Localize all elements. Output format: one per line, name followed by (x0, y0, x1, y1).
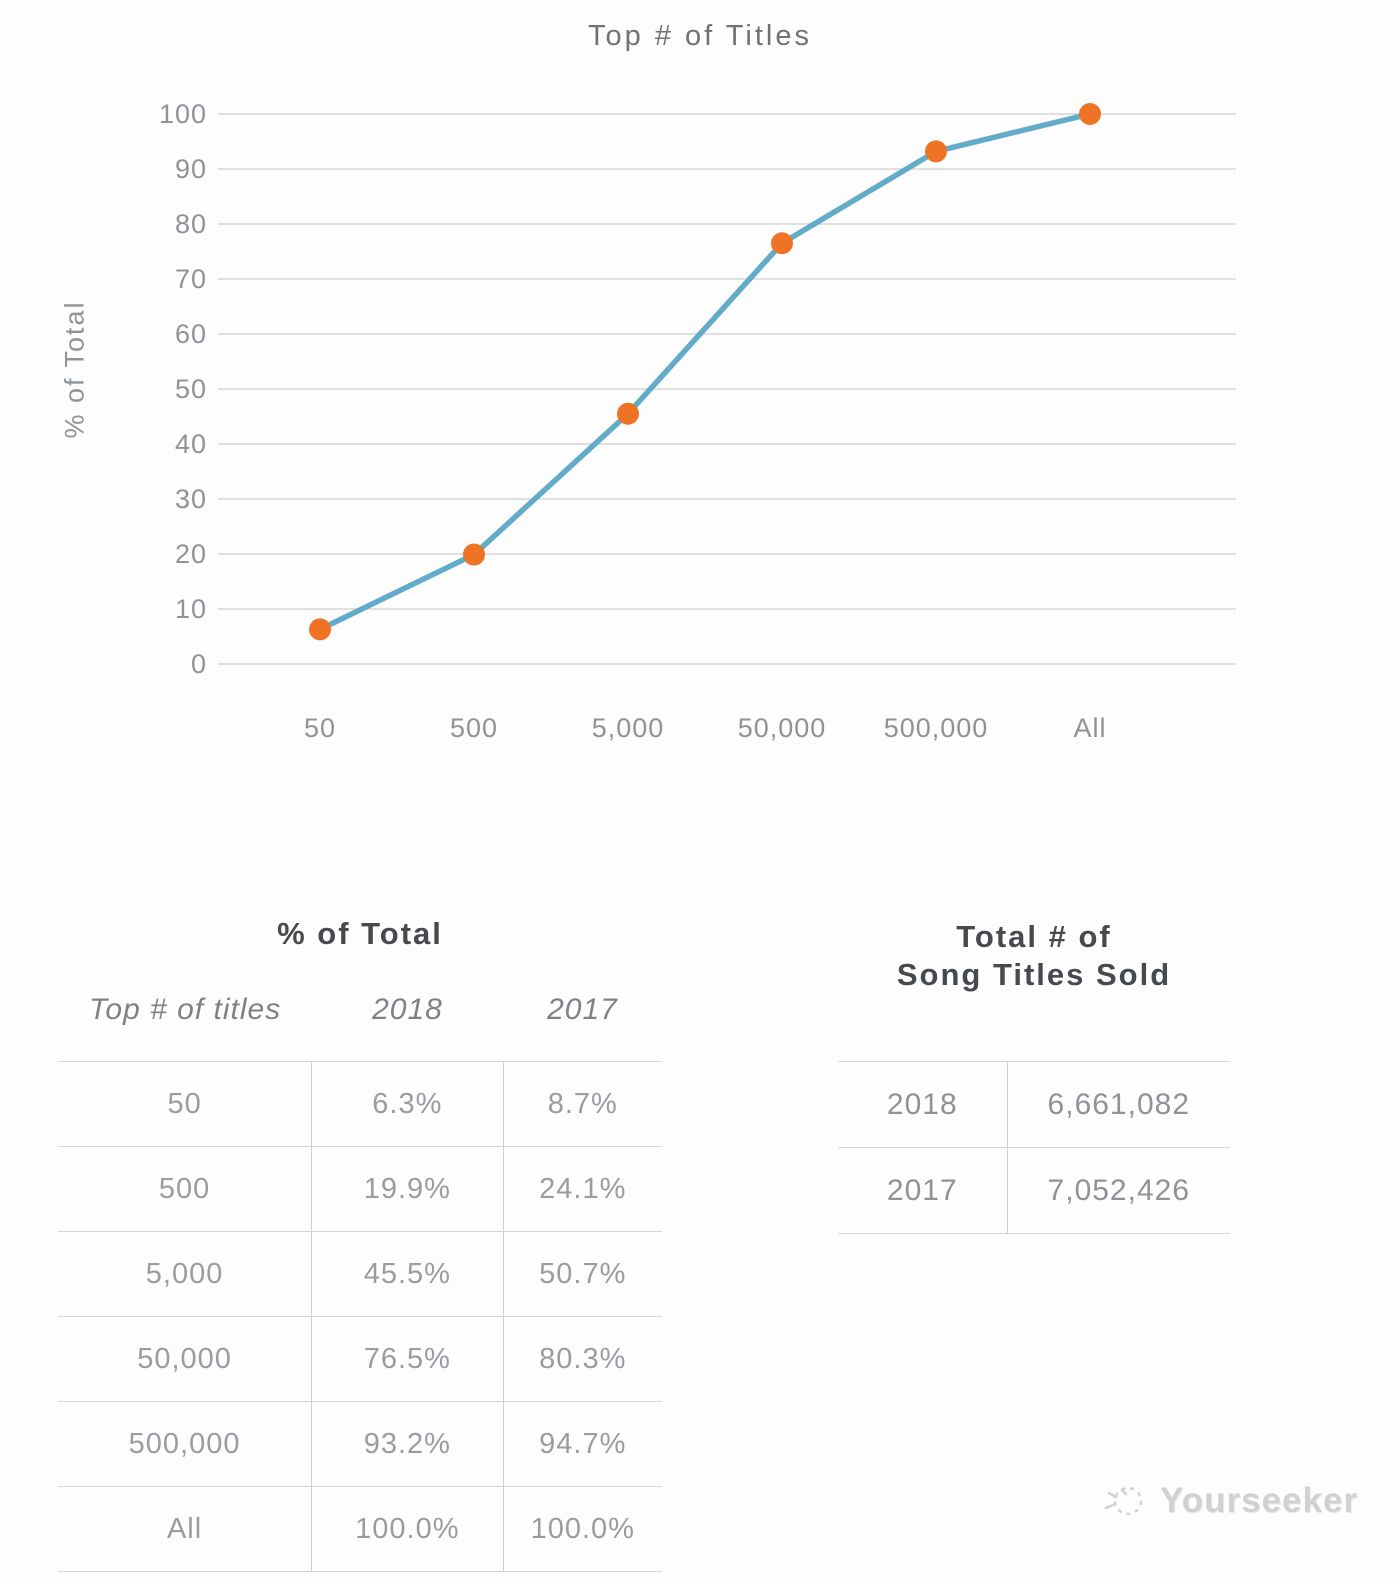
column-header-top-titles: Top # of titles (88, 992, 282, 1026)
brand-name: Yourseeker (1160, 1481, 1359, 1520)
percent-table-header: Top # of titles 2018 2017 (58, 958, 662, 1061)
table-row: 2018 6,661,082 (838, 1061, 1230, 1147)
y-tick-label: 90 (175, 154, 207, 184)
data-point (925, 140, 947, 163)
table-cell: 6.3% (311, 1062, 504, 1146)
table-cell: 5,000 (145, 1257, 224, 1290)
y-tick-label: 50 (175, 374, 207, 404)
table-cell: 8.7% (547, 1087, 618, 1120)
series-line-2018 (317, 111, 1093, 633)
table-row: All 100.0% 100.0% (58, 1486, 662, 1572)
totals-table-title: Total # of Song Titles Sold (838, 918, 1230, 994)
table-row: 500 19.9% 24.1% (58, 1146, 662, 1231)
table-cell: 2017 (838, 1148, 1008, 1233)
column-header-2018: 2018 (372, 992, 443, 1026)
table-row: 50,000 76.5% 80.3% (58, 1316, 662, 1401)
data-point (309, 618, 331, 641)
table-cell: 500,000 (128, 1427, 241, 1460)
x-tick-label: All (1073, 713, 1106, 743)
table-row: 50 6.3% 8.7% (58, 1061, 662, 1146)
x-tick-label: 50,000 (738, 713, 827, 743)
table-cell: 50.7% (539, 1257, 627, 1290)
x-tick-label: 500 (450, 713, 498, 743)
table-cell: 76.5% (311, 1317, 504, 1401)
table-cell: 80.3% (539, 1342, 627, 1375)
table-cell: 100.0% (311, 1487, 504, 1571)
table-cell: 50 (167, 1087, 202, 1120)
table-cell: 45.5% (311, 1232, 504, 1316)
y-tick-label: 100 (159, 99, 207, 129)
totals-table-body: 2018 6,661,082 2017 7,052,426 (838, 1061, 1230, 1234)
table-cell: 7,052,426 (1047, 1173, 1191, 1207)
totals-table-title-line2: Song Titles Sold (896, 957, 1172, 992)
totals-table: Total # of Song Titles Sold 2018 6,661,08… (838, 918, 1230, 1234)
chart-svg: 0 10 20 30 40 50 60 70 80 90 100 50 500 5,000 50,000 50… (159, 99, 1236, 743)
y-tick-label: 60 (175, 319, 207, 349)
data-point (463, 543, 485, 566)
table-cell: 500 (158, 1172, 211, 1205)
table-cell: All (166, 1512, 203, 1545)
x-tick-label: 5,000 (592, 713, 665, 743)
table-cell: 50,000 (137, 1342, 232, 1375)
table-row: 500,000 93.2% 94.7% (58, 1401, 662, 1486)
data-point (1079, 103, 1101, 125)
table-cell: 19.9% (311, 1147, 504, 1231)
table-row: 2017 7,052,426 (838, 1147, 1230, 1234)
chart-title: Top # of Titles (588, 20, 812, 52)
y-tick-label: 30 (175, 484, 207, 514)
data-point (617, 402, 639, 425)
table-cell: 93.2% (311, 1402, 504, 1486)
table-cell: 94.7% (539, 1427, 627, 1460)
percent-table-body: 50 6.3% 8.7% 500 19.9% 24.1% 5,000 45.5% 50.7% 50… (58, 1061, 662, 1572)
yourseeker-logo-icon (1104, 1486, 1143, 1516)
percent-of-total-table: % of Total Top # of titles 2018 2017 50 6… (58, 916, 662, 1572)
y-tick-label: 0 (191, 649, 207, 679)
y-tick-label: 40 (175, 429, 207, 459)
table-cell: 24.1% (539, 1172, 627, 1205)
y-tick-label: 20 (175, 539, 207, 569)
y-tick-label: 10 (175, 594, 207, 624)
column-header-2017: 2017 (547, 992, 618, 1026)
x-tick-label: 500,000 (884, 713, 989, 743)
table-row: 5,000 45.5% 50.7% (58, 1231, 662, 1316)
y-tick-label: 80 (175, 209, 207, 239)
data-point (771, 232, 793, 255)
y-tick-label: 70 (175, 264, 207, 294)
totals-table-title-line1: Total # of (956, 919, 1112, 954)
x-tick-label: 50 (304, 713, 336, 743)
table-cell: 6,661,082 (1047, 1087, 1191, 1121)
percent-table-title: % of Total (277, 916, 443, 951)
brand-watermark: Yourseeker (1102, 1478, 1358, 1524)
table-cell: 100.0% (530, 1512, 635, 1545)
table-cell: 2018 (838, 1062, 1008, 1147)
